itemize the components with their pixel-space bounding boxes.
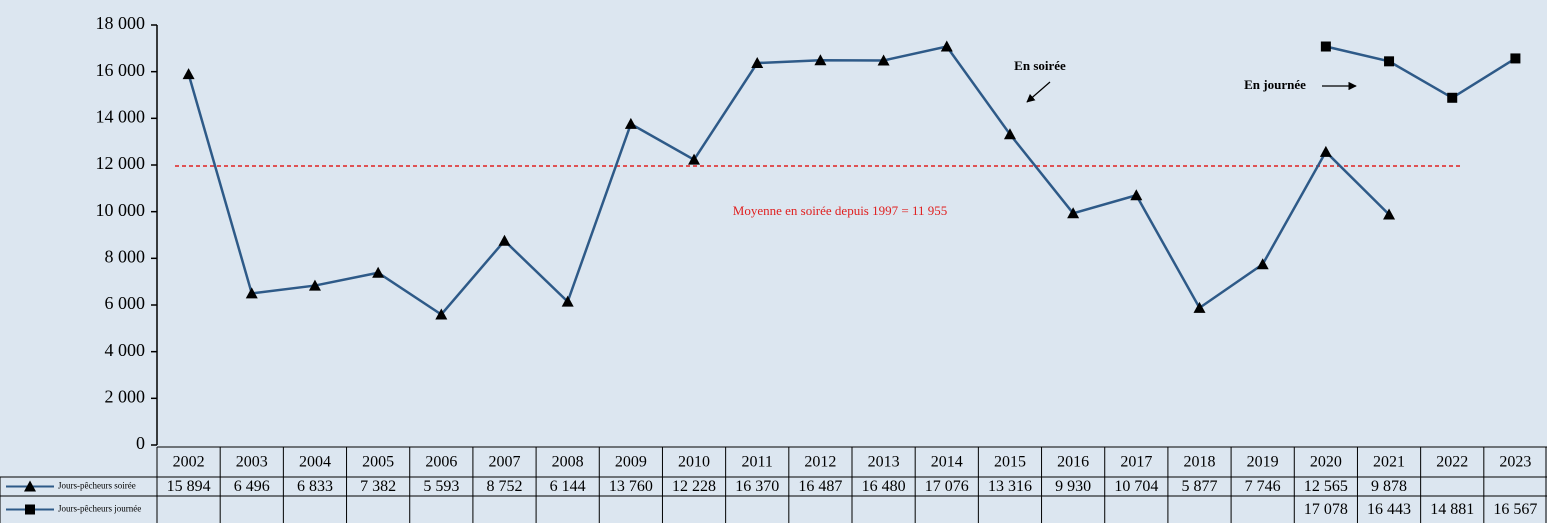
marker: [561, 295, 574, 307]
annotation: En journée: [1244, 77, 1306, 92]
marker: [751, 57, 764, 69]
x-tick-label: 2005: [362, 454, 394, 471]
marker: [1319, 145, 1332, 157]
table-value: 16 487: [798, 478, 842, 495]
x-tick-label: 2012: [804, 454, 836, 471]
table-value: 12 565: [1304, 478, 1348, 495]
x-tick-label: 2018: [1184, 454, 1216, 471]
x-tick-label: 2009: [615, 454, 647, 471]
y-tick-label: 8 000: [105, 246, 146, 266]
table-value: 6 833: [297, 478, 333, 495]
y-tick-label: 18 000: [96, 13, 146, 33]
y-tick-label: 6 000: [105, 293, 146, 313]
marker: [688, 153, 701, 165]
marker: [498, 234, 511, 246]
table-value: 16 443: [1367, 501, 1411, 518]
marker: [435, 308, 448, 320]
x-tick-label: 2003: [236, 454, 268, 471]
x-tick-label: 2022: [1436, 454, 1468, 471]
table-value: 10 704: [1114, 478, 1158, 495]
table-value: 6 496: [234, 478, 270, 495]
x-tick-label: 2020: [1310, 454, 1342, 471]
x-tick-label: 2010: [678, 454, 710, 471]
table-value: 16 480: [862, 478, 906, 495]
x-tick-label: 2023: [1499, 454, 1531, 471]
x-tick-label: 2017: [1120, 454, 1152, 471]
table-value: 9 878: [1371, 478, 1407, 495]
table-value: 8 752: [487, 478, 523, 495]
marker: [624, 117, 637, 129]
x-tick-label: 2004: [299, 454, 331, 471]
table-value: 6 144: [550, 478, 586, 495]
y-tick-label: 12 000: [96, 153, 146, 173]
table-value: 13 316: [988, 478, 1032, 495]
y-tick-label: 10 000: [96, 200, 146, 220]
marker: [1320, 41, 1331, 52]
marker: [1256, 258, 1269, 270]
table-value: 7 382: [360, 478, 396, 495]
y-tick-label: 4 000: [105, 340, 146, 360]
series-line: [187, 45, 1390, 317]
marker: [877, 54, 890, 66]
x-tick-label: 2019: [1247, 454, 1279, 471]
table-value: 9 930: [1055, 478, 1091, 495]
y-tick-label: 0: [136, 433, 145, 453]
x-tick-label: 2013: [868, 454, 900, 471]
marker: [1130, 189, 1143, 201]
legend-label: Jours-pêcheurs soirée: [58, 481, 136, 491]
marker: [814, 54, 827, 66]
marker: [24, 480, 36, 492]
mean-label: Moyenne en soirée depuis 1997 = 11 955: [733, 203, 947, 218]
marker: [1067, 207, 1080, 219]
marker: [940, 40, 953, 52]
marker: [25, 504, 35, 515]
y-tick-label: 14 000: [96, 106, 146, 126]
table-value: 16 370: [735, 478, 779, 495]
marker: [308, 279, 321, 291]
arrow: [1026, 81, 1051, 103]
table-value: 5 877: [1182, 478, 1218, 495]
x-tick-label: 2015: [994, 454, 1026, 471]
table-value: 17 076: [925, 478, 969, 495]
legend-label: Jours-pêcheurs journée: [58, 504, 141, 514]
table-value: 16 567: [1493, 501, 1537, 518]
annotation: En soirée: [1014, 58, 1066, 73]
marker: [1383, 208, 1396, 220]
y-tick-label: 16 000: [96, 60, 146, 80]
x-tick-label: 2014: [931, 454, 963, 471]
marker: [182, 68, 195, 80]
marker: [1447, 92, 1458, 103]
marker: [372, 266, 385, 278]
x-tick-label: 2011: [742, 454, 773, 471]
x-tick-label: 2021: [1373, 454, 1405, 471]
x-tick-label: 2002: [173, 454, 205, 471]
table-value: 7 746: [1245, 478, 1281, 495]
marker: [1384, 56, 1395, 67]
table-value: 14 881: [1430, 501, 1474, 518]
y-tick-label: 2 000: [105, 386, 146, 406]
x-tick-label: 2007: [489, 454, 521, 471]
series-line: [1325, 45, 1517, 100]
x-tick-label: 2006: [425, 454, 457, 471]
marker: [1193, 301, 1206, 313]
table-value: 15 894: [167, 478, 211, 495]
table-value: 5 593: [423, 478, 459, 495]
x-tick-label: 2008: [552, 454, 584, 471]
marker: [1003, 128, 1016, 140]
table-value: 17 078: [1304, 501, 1348, 518]
table-value: 13 760: [609, 478, 653, 495]
x-tick-label: 2016: [1057, 454, 1089, 471]
table-value: 12 228: [672, 478, 716, 495]
marker: [1510, 53, 1521, 64]
marker: [245, 287, 258, 299]
